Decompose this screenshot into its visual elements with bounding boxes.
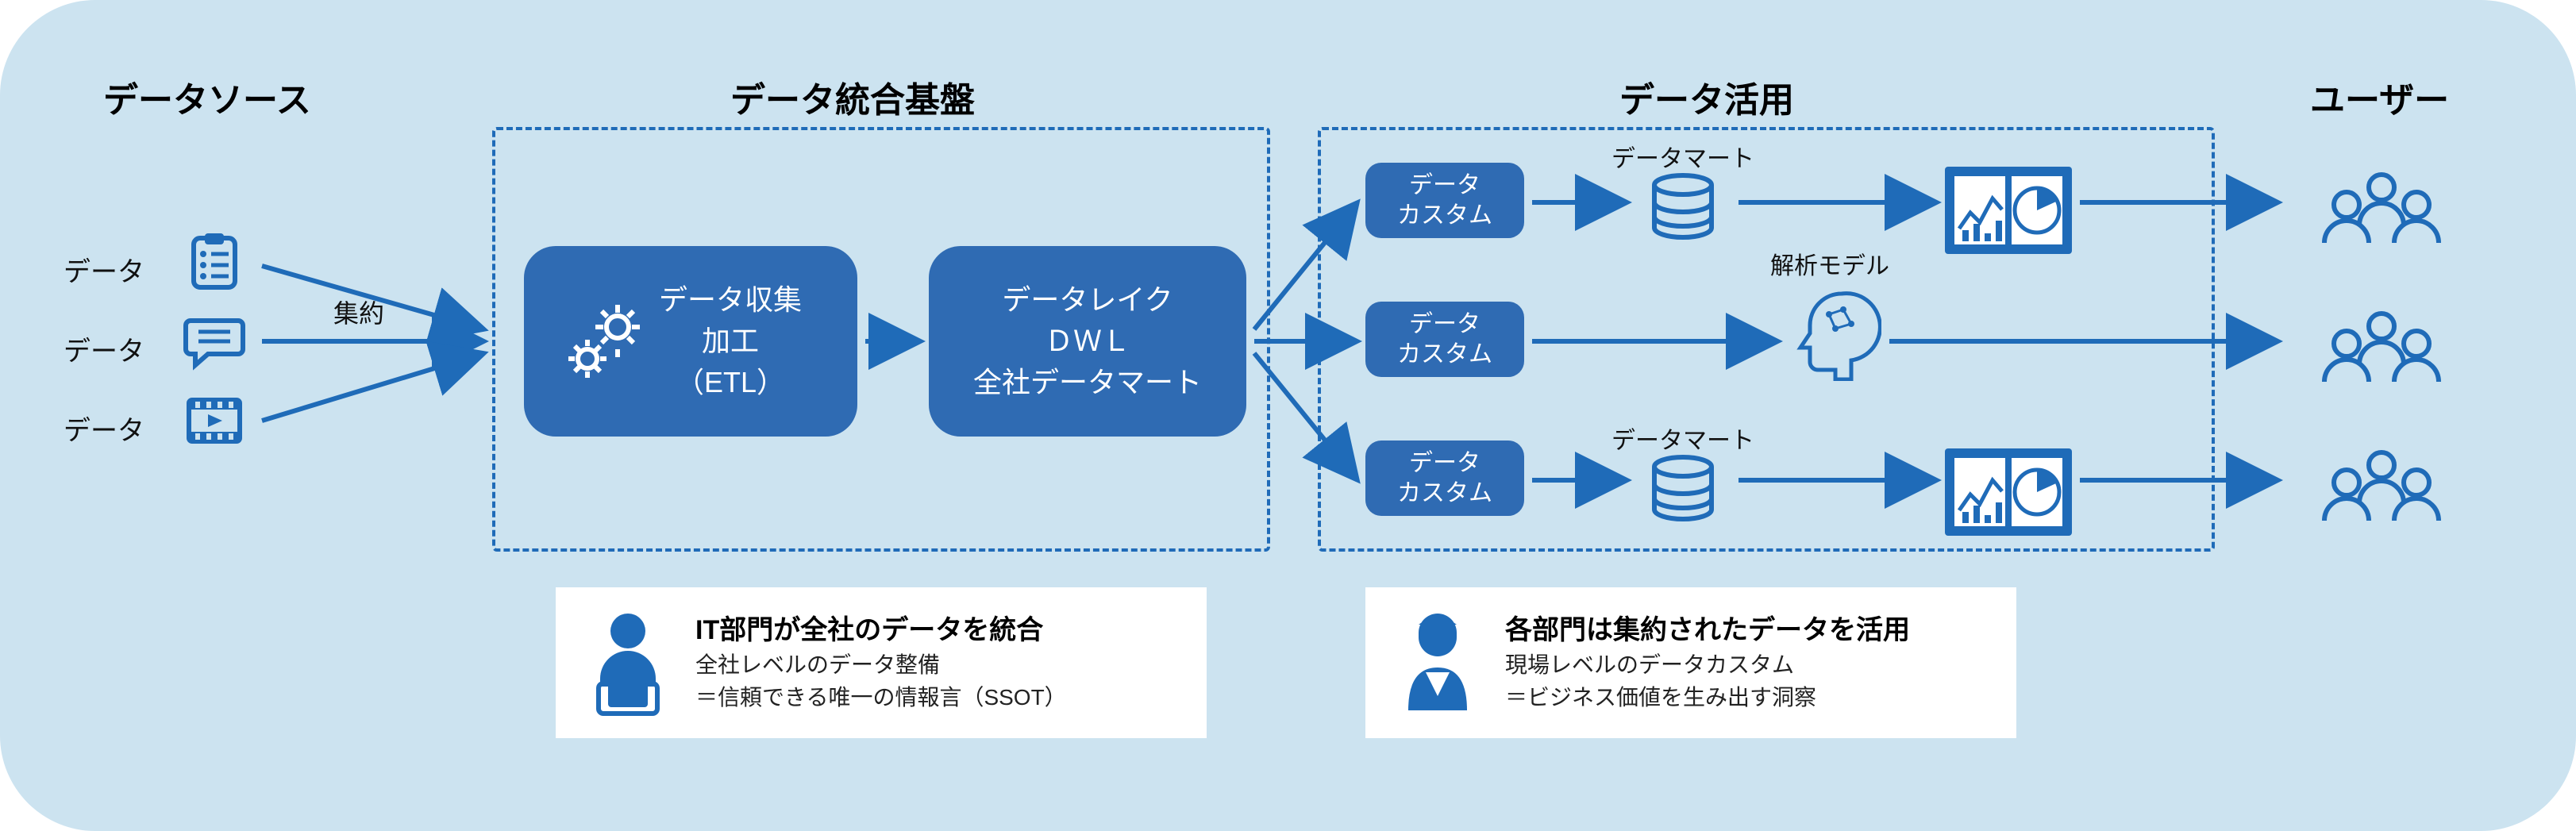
biz-sub1: 現場レベルのデータカスタム xyxy=(1505,649,1910,682)
arrows-layer xyxy=(0,0,2576,831)
it-sub2: ＝信頼できる唯一の情報言（SSOT） xyxy=(695,682,1067,714)
biz-sub2: ＝ビジネス価値を生み出す洞察 xyxy=(1505,682,1910,714)
it-sub1: 全社レベルのデータ整備 xyxy=(695,649,1067,682)
it-title: IT部門が全社のデータを統合 xyxy=(695,612,1067,650)
biz-title: 各部門は集約されたデータを活用 xyxy=(1505,612,1910,650)
bottom-it-card: IT部門が全社のデータを統合 全社レベルのデータ整備 ＝信頼できる唯一の情報言（… xyxy=(556,587,1207,738)
diagram-canvas: データソース データ統合基盤 データ活用 ユーザー データ データ データ 集約 xyxy=(0,0,2576,831)
biz-person-icon xyxy=(1394,607,1481,718)
bottom-biz-card: 各部門は集約されたデータを活用 現場レベルのデータカスタム ＝ビジネス価値を生み… xyxy=(1365,587,2016,738)
it-person-icon xyxy=(584,607,672,718)
